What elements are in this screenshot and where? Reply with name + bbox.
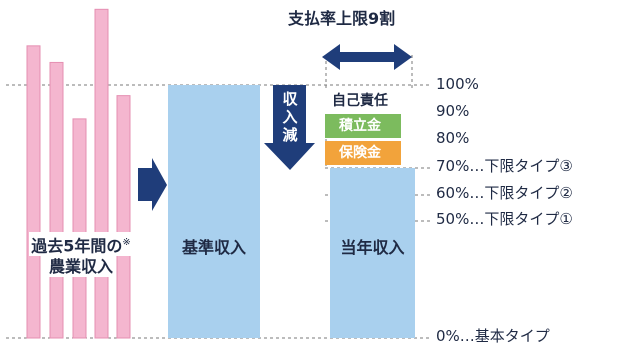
level-90: 90% <box>436 102 470 120</box>
current-income-label: 当年収入 <box>340 238 405 257</box>
level-100: 100% <box>436 75 479 93</box>
level-80: 80% <box>436 129 470 147</box>
reserve-block <box>325 114 401 138</box>
payout-cap-arrow <box>322 44 412 70</box>
history-label-line1: 過去5年間の※ <box>29 232 133 257</box>
level-50: 50%…下限タイプ① <box>436 210 573 228</box>
insurance-label: 保険金 <box>339 145 381 161</box>
income-decrease-arrow <box>264 85 315 170</box>
payout-cap-title: 支払率上限9割 <box>288 9 396 28</box>
history-bar <box>49 61 64 339</box>
level-60: 60%…下限タイプ② <box>436 184 573 202</box>
level-0: 0%…基本タイプ <box>436 327 550 345</box>
note-mark: ※ <box>122 237 131 248</box>
history-bars <box>26 8 131 339</box>
standard-income-label: 基準収入 <box>181 238 246 257</box>
self-responsibility-label: 自己責任 <box>332 93 388 109</box>
current-income-bar <box>330 168 415 338</box>
history-bar <box>72 118 87 339</box>
self-responsibility-block <box>325 88 401 112</box>
history-label: 過去5年間の※ 農業収入 <box>8 232 154 278</box>
history-bar <box>94 8 109 339</box>
right-arrow-history <box>138 158 167 211</box>
decrease-label: 収入減 <box>282 90 298 144</box>
history-bar <box>26 45 41 339</box>
reserve-label: 積立金 <box>339 118 381 134</box>
insurance-block <box>325 141 401 165</box>
history-label-line2: 農業収入 <box>46 256 115 278</box>
level-70: 70%…下限タイプ③ <box>436 157 573 175</box>
history-bar <box>116 95 131 339</box>
standard-income-bar <box>168 85 260 338</box>
